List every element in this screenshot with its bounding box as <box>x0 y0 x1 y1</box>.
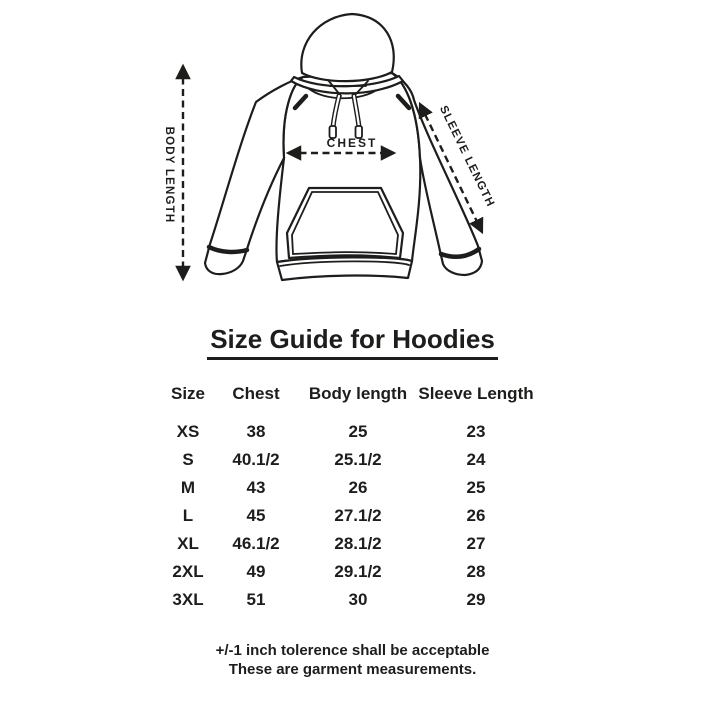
body-length-label: BODY LENGTH <box>163 127 175 224</box>
xl-body-length: 28.1/2 <box>334 534 382 553</box>
size-xl: XL <box>177 534 199 553</box>
size-3xl: 3XL <box>172 590 204 609</box>
right-shoulder-seam <box>395 93 412 111</box>
hoodie-left-sleeve <box>203 75 305 276</box>
tolerance-note-line1: +/-1 inch tolerence shall be acceptable <box>215 642 490 659</box>
header-body-length: Body length <box>308 384 408 403</box>
l-body-length: 27.1/2 <box>334 506 382 525</box>
chest-label: CHEST <box>327 136 378 150</box>
left-shoulder-seam <box>292 93 309 111</box>
chest-measure: CHEST <box>285 136 397 161</box>
size-m: M <box>180 478 196 497</box>
3xl-chest: 51 <box>246 590 266 609</box>
2xl-body-length: 29.1/2 <box>334 562 382 581</box>
page-title: Size Guide for Hoodies <box>0 324 705 360</box>
size-s: S <box>182 450 194 469</box>
tolerance-note: +/-1 inch tolerence shall be acceptable … <box>0 641 705 679</box>
s-body-length: 25.1/2 <box>334 450 382 469</box>
header-chest: Chest <box>232 384 280 403</box>
s-chest: 40.1/2 <box>232 450 280 469</box>
size-2xl: 2XL <box>172 562 204 581</box>
header-sleeve-length: Sleeve Length <box>418 384 534 403</box>
s-sleeve-length: 24 <box>466 450 486 469</box>
hoodie-diagram: BODY LENGTH CHEST SLEEVE LENGTH <box>0 0 705 312</box>
xs-chest: 38 <box>246 422 266 441</box>
m-chest: 43 <box>246 478 266 497</box>
3xl-body-length: 30 <box>348 590 368 609</box>
kangaroo-pocket <box>285 186 405 260</box>
m-body-length: 26 <box>348 478 368 497</box>
xl-sleeve-length: 27 <box>466 534 486 553</box>
size-table-header: Size Chest Body length Sleeve Length <box>162 380 534 408</box>
tolerance-note-line2: These are garment measurements. <box>228 661 477 678</box>
3xl-sleeve-length: 29 <box>466 590 486 609</box>
size-l: L <box>182 506 194 525</box>
2xl-sleeve-length: 28 <box>466 562 486 581</box>
hoodie-diagram-svg: BODY LENGTH CHEST SLEEVE LENGTH <box>163 12 497 282</box>
xs-body-length: 25 <box>348 422 368 441</box>
l-chest: 45 <box>246 506 266 525</box>
hoodie-hood <box>300 12 395 83</box>
xl-chest: 46.1/2 <box>232 534 280 553</box>
hood-brim <box>289 74 405 95</box>
size-xs: XS <box>176 422 200 441</box>
header-size: Size <box>170 384 206 403</box>
xs-sleeve-length: 23 <box>466 422 486 441</box>
l-sleeve-length: 26 <box>466 506 486 525</box>
2xl-chest: 49 <box>246 562 266 581</box>
size-table-body: XS 38 25 23 S 40.1/2 25.1/2 24 M 43 26 2… <box>162 418 534 614</box>
drawstrings <box>328 93 363 139</box>
m-sleeve-length: 25 <box>466 478 486 497</box>
body-length-measure: BODY LENGTH <box>163 63 191 282</box>
